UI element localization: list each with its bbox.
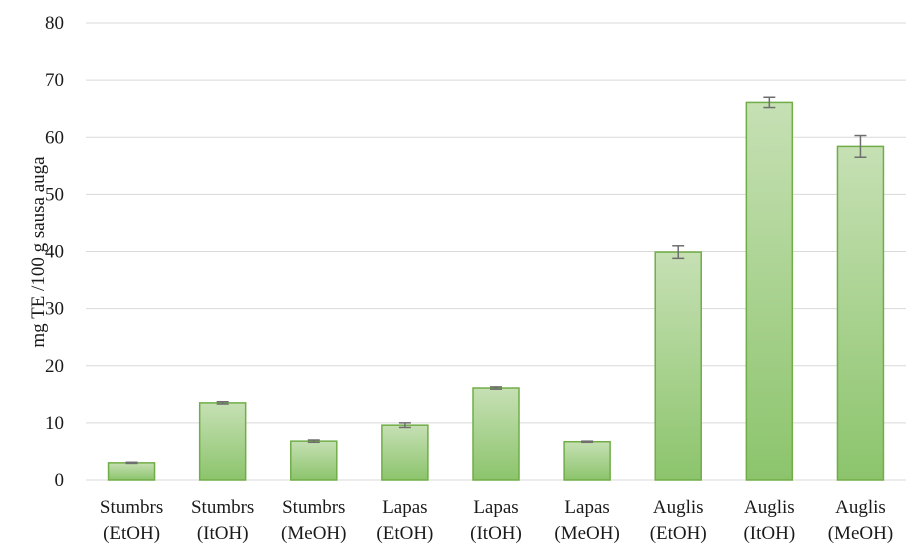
error-bar-4 — [490, 386, 502, 390]
error-bar-2 — [307, 439, 320, 444]
x-category-label-2: Stumbrs (MeOH) — [281, 497, 346, 544]
y-tick-label-0: 0 — [55, 470, 65, 491]
x-category-label-4: Lapas (ItOH) — [470, 497, 522, 544]
bar-4 — [472, 387, 520, 481]
bars — [107, 101, 885, 481]
y-tick-label-30: 30 — [45, 299, 64, 320]
error-bar-8 — [854, 134, 867, 158]
x-category-label-1: Stumbrs (ItOH) — [191, 497, 254, 544]
error-bar-6 — [672, 245, 685, 260]
bar-1 — [198, 402, 247, 481]
x-category-label-6: Auglis (EtOH) — [650, 497, 707, 544]
bar-5 — [563, 440, 611, 481]
error-bar-7 — [763, 96, 776, 109]
y-axis-tick-labels: 0 10 20 30 40 50 60 70 80 — [45, 13, 64, 491]
error-bar-3 — [398, 422, 411, 429]
bar-8 — [836, 145, 885, 481]
y-tick-label-40: 40 — [45, 242, 64, 263]
bar-7 — [745, 101, 794, 481]
y-tick-label-20: 20 — [45, 356, 64, 377]
bar-3 — [381, 424, 429, 481]
y-tick-label-60: 60 — [45, 127, 64, 148]
x-category-label-3: Lapas (EtOH) — [376, 497, 433, 544]
error-bar-0 — [125, 461, 138, 465]
y-tick-label-10: 10 — [45, 413, 64, 434]
x-category-label-8: Auglis (MeOH) — [828, 497, 893, 544]
bar-2 — [290, 440, 338, 481]
x-category-label-5: Lapas (MeOH) — [554, 497, 619, 544]
x-category-label-7: Auglis (ItOH) — [743, 497, 795, 544]
x-axis-category-labels: Stumbrs (EtOH) Stumbrs (ItOH) Stumbrs (MeOH) L… — [100, 497, 893, 544]
error-bar-1 — [216, 400, 229, 405]
x-category-label-0: Stumbrs (EtOH) — [100, 497, 163, 544]
bar-6 — [654, 251, 702, 481]
bar-0 — [107, 462, 156, 481]
y-tick-label-80: 80 — [45, 13, 64, 34]
y-axis-title: mg TE /100 g sausa auga — [28, 156, 49, 348]
y-tick-label-50: 50 — [45, 184, 64, 205]
error-bar-5 — [581, 440, 594, 444]
error-bars — [125, 96, 867, 465]
y-tick-label-70: 70 — [45, 70, 64, 91]
